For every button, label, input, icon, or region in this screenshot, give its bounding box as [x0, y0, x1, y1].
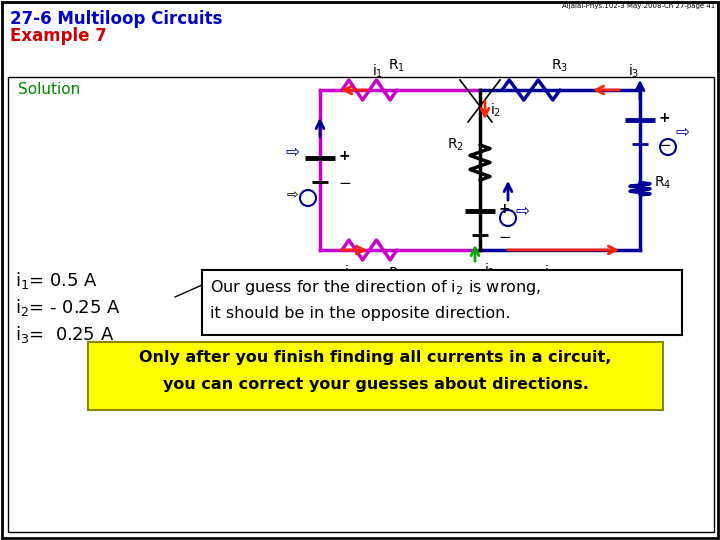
Text: i$_3$: i$_3$ — [544, 264, 556, 281]
Text: i$_1$: i$_1$ — [344, 264, 356, 281]
Text: i$_3$: i$_3$ — [628, 63, 639, 80]
Text: R$_3$: R$_3$ — [552, 58, 569, 74]
Text: Aljalal-Phys.102-3 May 2008-Ch 27-page 41: Aljalal-Phys.102-3 May 2008-Ch 27-page 4… — [562, 3, 715, 9]
Text: Only after you finish finding all currents in a circuit,: Only after you finish finding all curren… — [139, 350, 612, 365]
Text: −: − — [498, 230, 510, 245]
Text: i$_2$= - 0.25 A: i$_2$= - 0.25 A — [15, 297, 121, 318]
Text: i$_2$: i$_2$ — [490, 102, 501, 119]
Text: i$_2$: i$_2$ — [484, 262, 495, 279]
Text: ⇨: ⇨ — [675, 123, 689, 141]
Bar — [202, 270, 682, 335]
Text: you can correct your guesses about directions.: you can correct your guesses about direc… — [163, 377, 588, 392]
Text: i$_3$=  0.25 A: i$_3$= 0.25 A — [15, 324, 114, 345]
Text: i$_1$: i$_1$ — [372, 63, 383, 80]
Text: −: − — [658, 138, 671, 153]
Text: +: + — [338, 149, 350, 163]
Text: Our guess for the direction of i$_2$ is wrong,: Our guess for the direction of i$_2$ is … — [210, 278, 541, 297]
Text: ⇨: ⇨ — [515, 202, 529, 220]
Text: R$_4$: R$_4$ — [654, 174, 671, 191]
Text: Solution: Solution — [18, 82, 80, 97]
Bar — [8, 77, 714, 532]
Text: +: + — [658, 111, 670, 125]
Text: it should be in the opposite direction.: it should be in the opposite direction. — [210, 306, 510, 321]
Text: ⇨: ⇨ — [285, 143, 299, 161]
Text: R$_5$: R$_5$ — [388, 266, 405, 282]
Text: Example 7: Example 7 — [10, 27, 107, 45]
Text: +: + — [498, 202, 510, 216]
Text: R$_2$: R$_2$ — [447, 137, 464, 153]
Text: ⇨: ⇨ — [286, 188, 298, 202]
Bar — [88, 342, 663, 410]
Text: −: − — [338, 177, 351, 192]
Text: R$_1$: R$_1$ — [389, 58, 405, 74]
Text: i$_1$= 0.5 A: i$_1$= 0.5 A — [15, 270, 98, 291]
Text: 27-6 Multiloop Circuits: 27-6 Multiloop Circuits — [10, 10, 222, 28]
